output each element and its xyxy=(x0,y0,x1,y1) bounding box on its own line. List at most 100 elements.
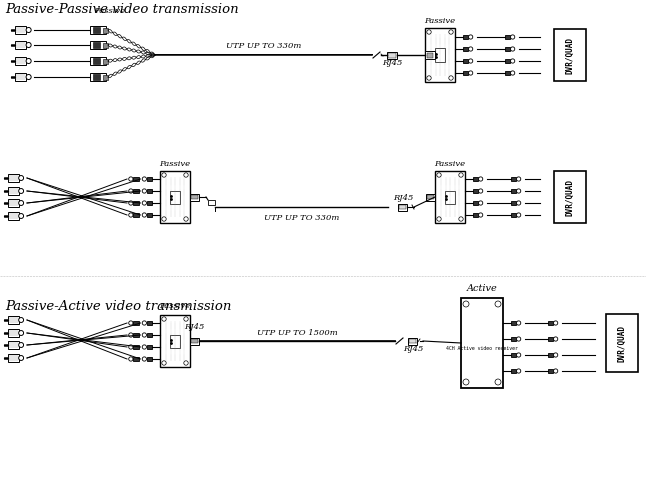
Bar xyxy=(554,29,586,81)
Bar xyxy=(409,339,416,343)
Circle shape xyxy=(129,321,133,325)
Text: UTP UP TO 330m: UTP UP TO 330m xyxy=(264,214,339,222)
Bar xyxy=(147,321,152,325)
Bar xyxy=(147,177,152,181)
Bar xyxy=(15,26,26,34)
Bar xyxy=(147,333,152,337)
Circle shape xyxy=(517,201,521,205)
Text: Passive-Passive video transmission: Passive-Passive video transmission xyxy=(5,3,238,16)
Circle shape xyxy=(19,188,24,194)
Bar xyxy=(511,337,516,341)
Bar xyxy=(505,59,510,63)
Circle shape xyxy=(437,173,441,177)
Circle shape xyxy=(510,35,515,39)
Bar xyxy=(4,357,8,359)
Circle shape xyxy=(517,337,521,341)
Bar xyxy=(398,203,407,211)
Circle shape xyxy=(517,353,521,357)
Bar xyxy=(170,190,180,203)
Bar xyxy=(8,187,19,195)
Circle shape xyxy=(184,361,188,365)
Circle shape xyxy=(479,189,483,193)
Text: RJ45: RJ45 xyxy=(382,59,402,67)
Bar xyxy=(134,357,138,361)
Bar xyxy=(511,321,516,325)
Circle shape xyxy=(129,345,133,349)
Bar xyxy=(160,171,190,223)
Bar xyxy=(103,58,108,63)
Bar xyxy=(4,190,8,192)
Bar xyxy=(473,177,478,181)
Bar xyxy=(505,47,510,51)
Circle shape xyxy=(129,201,133,205)
Circle shape xyxy=(129,333,133,337)
Text: Passive: Passive xyxy=(94,7,125,15)
Circle shape xyxy=(449,30,453,34)
Circle shape xyxy=(184,173,188,177)
Bar xyxy=(463,35,468,39)
Bar xyxy=(425,51,435,59)
Bar xyxy=(511,353,516,357)
Bar xyxy=(103,74,108,80)
Bar xyxy=(4,344,8,346)
Circle shape xyxy=(463,301,469,307)
Bar xyxy=(505,35,510,39)
Circle shape xyxy=(19,330,24,336)
Bar xyxy=(134,345,138,349)
Bar xyxy=(134,333,138,337)
Bar xyxy=(134,201,138,205)
Bar xyxy=(8,329,19,337)
Bar xyxy=(8,174,19,182)
Circle shape xyxy=(517,369,521,373)
Circle shape xyxy=(510,71,515,75)
Text: Active: Active xyxy=(466,284,497,293)
Circle shape xyxy=(427,30,431,34)
Text: DVR/QUAD: DVR/QUAD xyxy=(618,325,627,361)
Text: Passive: Passive xyxy=(160,160,191,168)
Text: Passive: Passive xyxy=(424,17,455,25)
Bar xyxy=(147,345,152,349)
Circle shape xyxy=(554,337,557,341)
Bar xyxy=(505,71,510,75)
Bar xyxy=(190,194,199,200)
Bar xyxy=(8,213,19,220)
Circle shape xyxy=(437,217,441,221)
Bar xyxy=(147,201,152,205)
Circle shape xyxy=(162,317,166,321)
Circle shape xyxy=(554,353,557,357)
Bar xyxy=(463,59,468,63)
Bar xyxy=(93,58,100,64)
Circle shape xyxy=(468,35,473,39)
Bar xyxy=(11,44,15,46)
Bar xyxy=(134,177,138,181)
Bar xyxy=(134,213,138,217)
Text: RJ45: RJ45 xyxy=(403,345,423,353)
Circle shape xyxy=(459,173,463,177)
Bar xyxy=(4,332,8,334)
Bar xyxy=(548,353,553,357)
Bar xyxy=(8,341,19,349)
Circle shape xyxy=(468,59,473,63)
Circle shape xyxy=(449,76,453,80)
Bar xyxy=(399,205,406,209)
Text: 4CH Active video receiver: 4CH Active video receiver xyxy=(446,345,518,351)
Circle shape xyxy=(142,189,147,193)
Bar xyxy=(170,335,180,347)
Bar xyxy=(548,369,553,373)
Circle shape xyxy=(142,201,147,205)
Bar xyxy=(8,316,19,324)
Circle shape xyxy=(517,189,521,193)
Circle shape xyxy=(142,345,147,349)
Bar xyxy=(147,357,152,361)
Bar xyxy=(511,213,516,217)
Bar xyxy=(463,71,468,75)
Text: DVR/QUAD: DVR/QUAD xyxy=(565,179,574,215)
Bar xyxy=(473,213,478,217)
Text: UTP UP TO 330m: UTP UP TO 330m xyxy=(226,42,301,50)
Bar xyxy=(511,369,516,373)
Circle shape xyxy=(129,357,133,361)
Bar xyxy=(606,314,638,372)
Text: Passive: Passive xyxy=(435,160,466,168)
Bar xyxy=(388,53,396,57)
Bar xyxy=(11,28,15,31)
